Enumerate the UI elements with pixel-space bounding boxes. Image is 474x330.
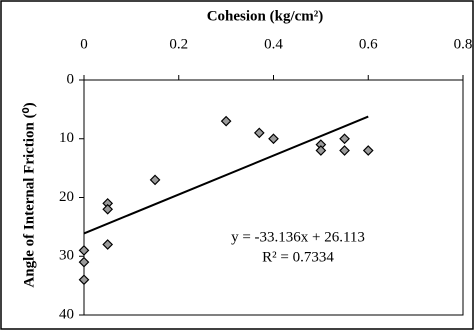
marker [220,115,232,127]
y-tick-label: 40 [59,306,74,322]
x-tick-label: 0 [80,36,88,52]
y-axis-title: Angle of Internal Friction (⁰) [21,102,37,287]
x-tick-label: 0.2 [169,36,188,52]
marker [362,145,374,156]
y-tick-label: 30 [59,248,74,264]
x-tick-label: 0.8 [454,36,473,52]
y-tick-label: 20 [59,189,74,205]
marker [149,174,161,186]
x-axis-title: Cohesion (kg/cm²) [207,8,324,24]
x-tick-label: 0.6 [359,36,378,52]
marker [268,133,279,145]
marker [339,133,350,145]
trendline-r2: R² = 0.7334 [262,249,334,265]
trendline [83,115,369,235]
marker [102,239,114,250]
marker [339,145,350,156]
marker [315,145,327,156]
marker [102,203,114,215]
marker [78,256,90,268]
x-tick-label: 0.4 [264,36,283,52]
y-tick-label: 10 [59,130,74,146]
y-tick-label: 0 [67,71,75,87]
marker [78,245,90,256]
trendline-equation: y = -33.136x + 26.113 [231,229,365,245]
marker [78,274,90,286]
marker [253,127,265,139]
